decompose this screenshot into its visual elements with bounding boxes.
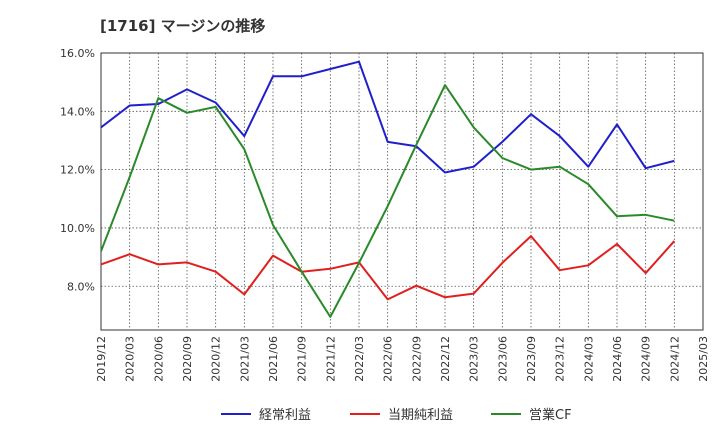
y-tick-label: 10.0%	[60, 222, 95, 235]
x-tick-label: 2021/06	[267, 336, 280, 382]
x-tick-label: 2023/09	[525, 336, 538, 382]
x-tick-label: 2023/12	[554, 336, 567, 382]
x-tick-label: 2021/12	[324, 336, 337, 382]
x-tick-label: 2024/03	[582, 336, 595, 382]
x-tick-label: 2024/12	[668, 336, 681, 382]
x-tick-label: 2025/03	[697, 336, 710, 382]
x-tick-label: 2020/09	[181, 336, 194, 382]
plot-border	[100, 52, 704, 331]
x-tick-label: 2021/03	[238, 336, 251, 382]
chart-title: [1716] マージンの推移	[100, 17, 265, 35]
x-tick-label: 2019/12	[95, 336, 108, 382]
x-tick-label: 2020/06	[152, 336, 165, 382]
y-tick-label: 16.0%	[60, 47, 95, 60]
x-tick-label: 2022/06	[382, 336, 395, 382]
x-tick-label: 2023/03	[468, 336, 481, 382]
x-tick-label: 2024/06	[611, 336, 624, 382]
series-line-1	[100, 60, 675, 174]
plot-area: 8.0% 10.0% 12.0% 14.0% 16.0% 2019/12 2020/03 20…	[60, 47, 710, 382]
legend-label-3: 営業CF	[529, 407, 572, 423]
y-tick-label: 8.0%	[67, 280, 95, 293]
legend: 経常利益 当期純利益 営業CF	[221, 407, 572, 423]
y-tick-label: 14.0%	[60, 105, 95, 118]
x-tick-label: 2022/03	[353, 336, 366, 382]
x-tick-label: 2023/06	[496, 336, 509, 382]
x-tick-label: 2020/12	[210, 336, 223, 382]
x-tick-label: 2022/09	[410, 336, 423, 382]
series-line-2	[100, 235, 676, 301]
x-tick-label: 2022/12	[439, 336, 452, 382]
x-tick-label: 2020/03	[124, 336, 137, 382]
x-tick-label: 2024/09	[640, 336, 653, 382]
legend-label-1: 経常利益	[259, 408, 311, 423]
plot-background	[101, 53, 703, 330]
legend-label-2: 当期純利益	[388, 408, 453, 423]
x-tick-label: 2021/09	[296, 336, 309, 382]
series-line-3	[100, 84, 675, 318]
y-tick-label: 12.0%	[60, 164, 95, 177]
